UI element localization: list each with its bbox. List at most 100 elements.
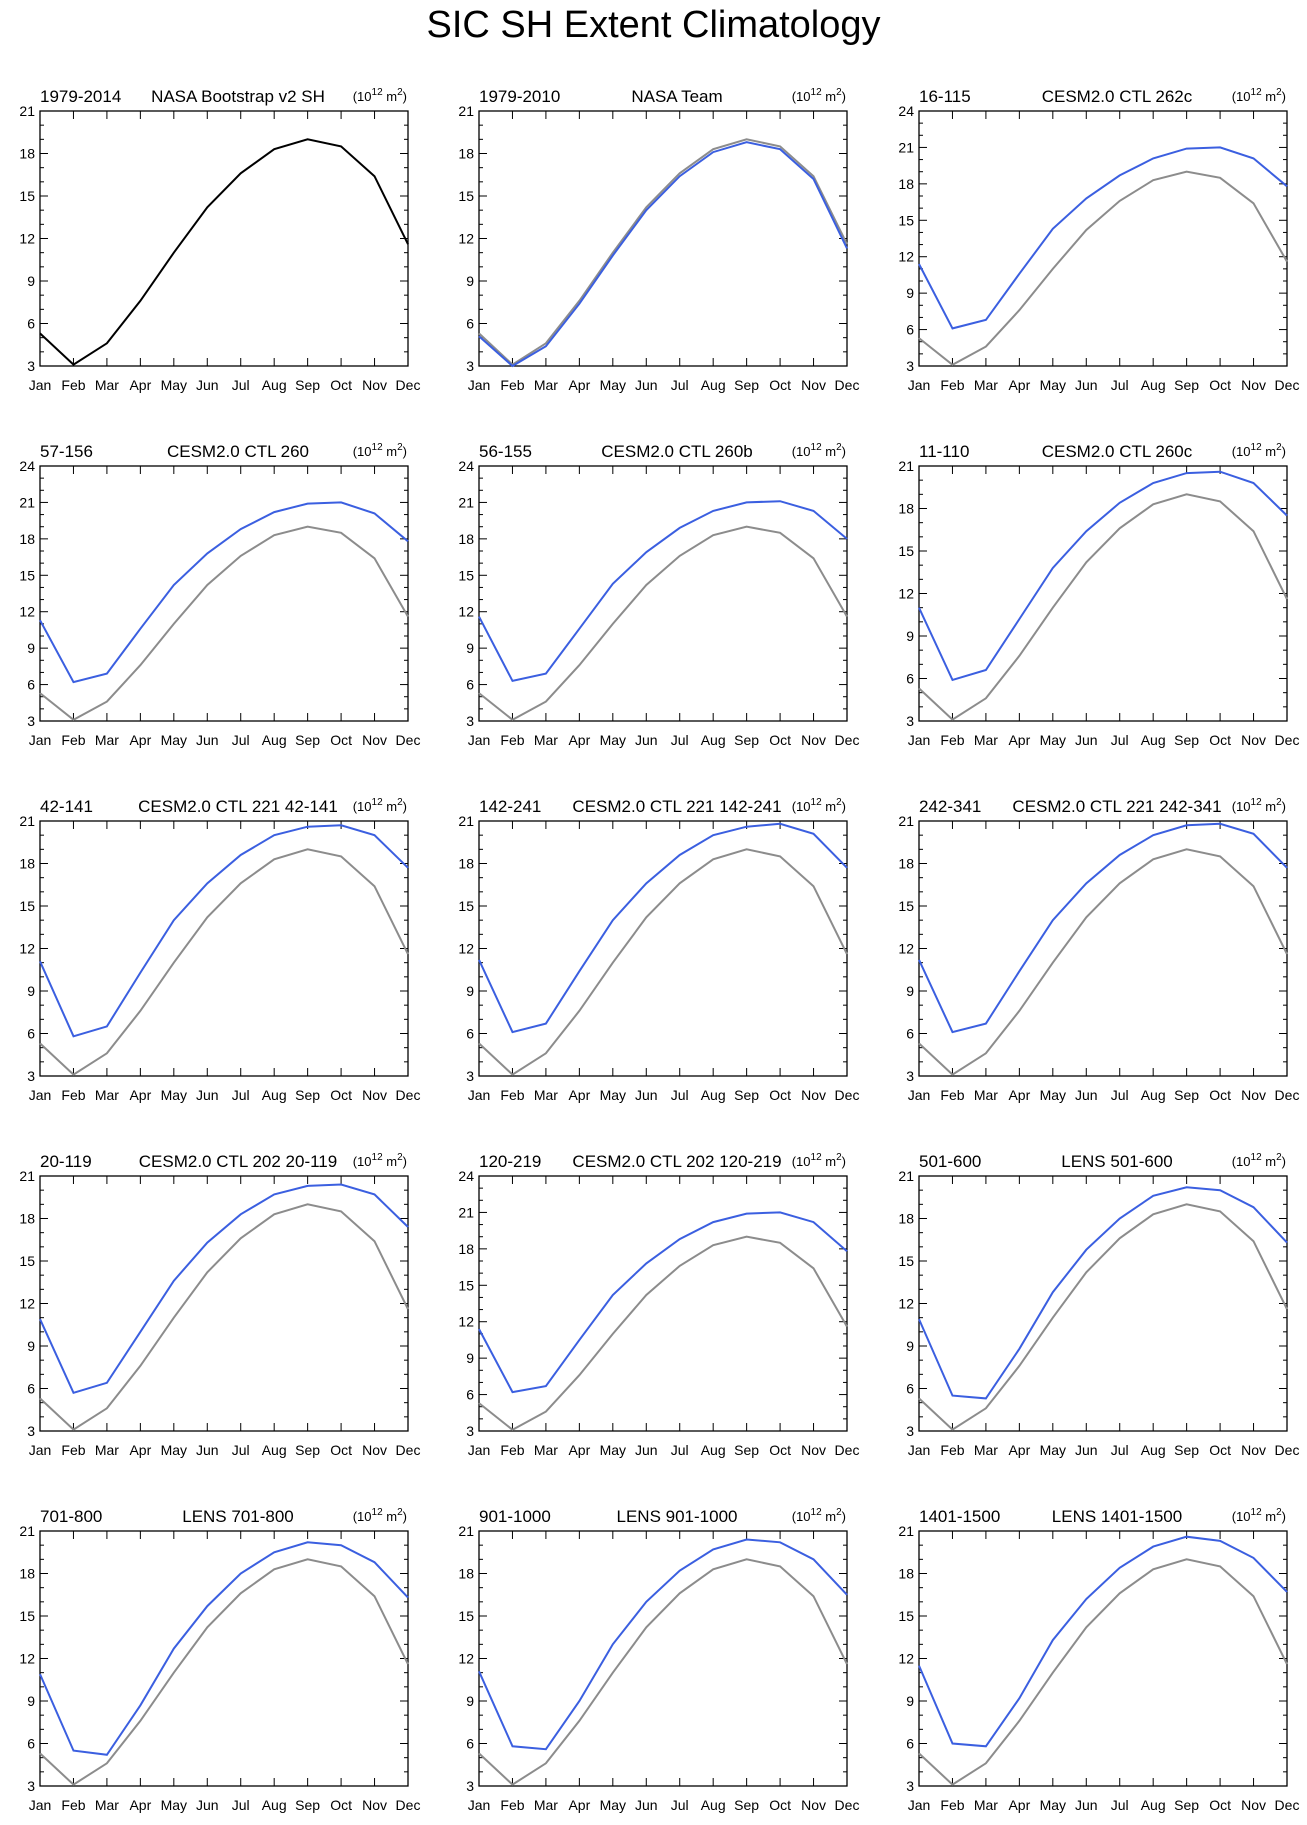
x-tick-label: Mar [95,1087,119,1103]
units-label: (1012 m2) [353,1507,407,1524]
x-tick-label: Jun [1075,732,1098,748]
x-tick-label: Apr [568,1797,590,1813]
series-line-reference [918,848,1288,1076]
panel-title: CESM2.0 CTL 221 242-341 [1012,797,1221,816]
x-tick-label: Jun [1075,1797,1098,1813]
units-label: (1012 m2) [792,1152,846,1169]
y-tick-label: 3 [906,1423,914,1439]
units-label: (1012 m2) [1232,1152,1286,1169]
series-line-model [918,1186,1288,1400]
x-tick-label: Dec [396,1087,421,1103]
series-line-model [918,470,1288,682]
y-tick-label: 18 [458,856,474,872]
x-tick-label: Jun [635,1797,658,1813]
x-tick-label: Sep [1174,732,1199,748]
series-line-reference [39,848,409,1076]
x-tick-label: Apr [129,377,151,393]
x-tick-label: Mar [95,377,119,393]
x-tick-label: Jun [1075,1442,1098,1458]
panel-period-label: 16-115 [919,87,971,106]
x-tick-label: Jan [29,1087,52,1103]
y-tick-label: 6 [27,1381,35,1397]
y-tick-label: 21 [458,103,474,119]
x-tick-label: Mar [95,1442,119,1458]
x-tick-label: Jun [1075,1087,1098,1103]
series-line-model [39,1541,409,1756]
x-tick-label: Jul [1111,1442,1129,1458]
y-tick-label: 6 [27,677,35,693]
x-tick-label: Feb [61,1087,85,1103]
y-tick-label: 21 [898,458,914,474]
series-line-model [478,141,848,368]
series-line-model [478,500,848,683]
y-tick-label: 15 [458,1608,474,1624]
panel-period-label: 1979-2010 [479,87,560,106]
y-tick-label: 12 [458,941,474,957]
panel: 901-1000 LENS 901-1000 (1012 m2) 3 6 9 12 15 18 2… [458,1507,859,1813]
x-tick-label: Jun [196,1442,219,1458]
y-tick-label: 3 [466,1068,474,1084]
x-tick-label: Dec [396,732,421,748]
y-tick-label: 15 [898,543,914,559]
x-tick-label: Feb [500,1797,524,1813]
x-tick-label: Sep [734,1087,759,1103]
series-line-reference [39,1203,409,1431]
panel: 1979-2014 NASA Bootstrap v2 SH (1012 m2) 3 6… [19,87,420,393]
y-tick-label: 18 [898,501,914,517]
x-tick-label: Dec [1275,732,1300,748]
y-tick-label: 18 [458,1566,474,1582]
x-tick-label: Jul [671,1442,689,1458]
panel-title: LENS 501-600 [1061,1152,1173,1171]
x-tick-label: Feb [61,1797,85,1813]
x-tick-label: Aug [262,377,287,393]
series-line-reference [478,1558,848,1786]
plot-frame [478,465,848,722]
x-tick-label: Oct [1209,732,1231,748]
x-tick-label: Sep [295,732,320,748]
x-tick-label: Feb [61,732,85,748]
y-tick-label: 6 [906,1026,914,1042]
x-tick-label: Nov [1241,377,1266,393]
y-tick-label: 12 [898,249,914,265]
y-tick-label: 21 [898,813,914,829]
x-tick-label: Oct [769,1797,791,1813]
y-tick-label: 18 [898,856,914,872]
panel: 501-600 LENS 501-600 (1012 m2) 3 6 9 12 15 18 21 J… [898,1152,1299,1458]
y-tick-label: 12 [458,604,474,620]
panel-title: NASA Team [631,87,722,106]
panel: 57-156 CESM2.0 CTL 260 (1012 m2) 3 6 9 12 15 18 2… [19,442,420,748]
plot-frame [39,110,409,367]
panel-title: CESM2.0 CTL 260b [601,442,753,461]
y-tick-label: 6 [906,1381,914,1397]
x-tick-label: Nov [362,1442,387,1458]
y-tick-label: 18 [898,1566,914,1582]
x-tick-label: Jul [1111,1797,1129,1813]
units-label: (1012 m2) [792,1507,846,1524]
x-tick-label: Jul [671,1797,689,1813]
series-line-model [39,1183,409,1395]
series-line-model [918,1535,1288,1748]
series-line-reference [39,1558,409,1786]
x-tick-label: Mar [974,732,998,748]
x-tick-label: Dec [835,1087,860,1103]
x-tick-label: Oct [769,732,791,748]
x-tick-label: Jan [468,732,491,748]
panel-period-label: 120-219 [479,1152,541,1171]
x-tick-label: Jan [29,377,52,393]
x-tick-label: May [161,377,187,393]
panel-title: CESM2.0 CTL 202 120-219 [572,1152,781,1171]
x-tick-label: Jan [29,1797,52,1813]
x-tick-label: Oct [769,1442,791,1458]
x-tick-label: Apr [129,1797,151,1813]
x-tick-label: Nov [1241,1087,1266,1103]
units-label: (1012 m2) [353,87,407,104]
panel-period-label: 142-241 [479,797,541,816]
x-tick-label: Aug [262,1797,287,1813]
y-tick-label: 18 [19,531,35,547]
y-tick-label: 12 [19,941,35,957]
y-tick-label: 6 [466,1026,474,1042]
x-tick-label: Apr [129,1087,151,1103]
x-tick-label: Sep [295,1087,320,1103]
series-line-model [39,501,409,684]
y-tick-label: 9 [466,983,474,999]
